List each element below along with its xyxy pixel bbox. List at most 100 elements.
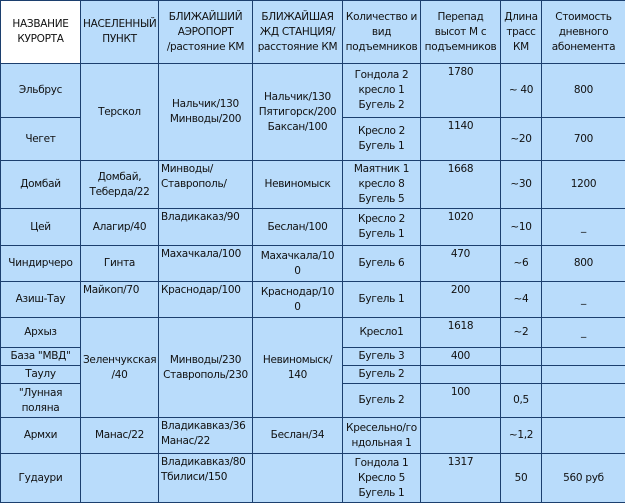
cell-airport: Владикавказ/80 Тбилиси/150 (159, 454, 253, 503)
cell-lifts: Гондола 2 кресло 1 Бугель 2 (343, 64, 421, 118)
cell-town: Майкоп/70 (81, 282, 159, 318)
cell-length: ~10 (501, 209, 542, 246)
cell-town: Терскол (81, 64, 159, 161)
cell-drop: 1780 (421, 64, 501, 118)
cell-price (542, 384, 625, 418)
cell-length: ~20 (501, 118, 542, 161)
cell-length: 0,5 (501, 384, 542, 418)
cell-name: Чиндирчеро (1, 246, 81, 282)
cell-town: Зеленчукская /40 (81, 318, 159, 418)
header-cell: БЛИЖАЙШИЙ АЭРОПОРТ /растояние КМ (159, 1, 253, 64)
cell-length: ~4 (501, 282, 542, 318)
cell-length: 50 (501, 454, 542, 503)
cell-lifts: Бугель 2 (343, 366, 421, 384)
cell-rail: Невиномыск (253, 161, 343, 209)
cell-drop: 1317 (421, 454, 501, 503)
cell-name: Домбай (1, 161, 81, 209)
header-cell: БЛИЖАЙШАЯ ЖД СТАНЦИЯ/ расстояние КМ (253, 1, 343, 64)
cell-town: Манас/22 (81, 418, 159, 454)
header-cell: Перепад высот М с подъемников (421, 1, 501, 64)
cell-length (501, 366, 542, 384)
cell-airport: Минводы/230 Ставрополь/230 (159, 318, 253, 418)
cell-drop: 100 (421, 384, 501, 418)
cell-lifts: Кресло 2 Бугель 1 (343, 209, 421, 246)
cell-lifts: Бугель 1 (343, 282, 421, 318)
cell-length: ~30 (501, 161, 542, 209)
cell-lifts: Кресло1 (343, 318, 421, 348)
cell-town (81, 454, 159, 503)
cell-price (542, 418, 625, 454)
cell-price: 1200 (542, 161, 625, 209)
cell-lifts: Кресельно/го ндольная 1 (343, 418, 421, 454)
cell-airport: Махачкала/100 (159, 246, 253, 282)
cell-length: ~ 40 (501, 64, 542, 118)
cell-price: 700 (542, 118, 625, 161)
cell-lifts: Гондола 1 Кресло 5 Бугель 1 (343, 454, 421, 503)
cell-airport: Краснодар/100 (159, 282, 253, 318)
header-cell: Длина трасс КМ (501, 1, 542, 64)
cell-price: 560 руб (542, 454, 625, 503)
header-cell: Количество и вид подъемников (343, 1, 421, 64)
cell-price (542, 366, 625, 384)
cell-drop (421, 418, 501, 454)
cell-rail: Нальчик/130 Пятигорск/200 Баксан/100 (253, 64, 343, 161)
cell-price: _ (542, 282, 625, 318)
table-row: Гудаури Владикавказ/80 Тбилиси/150 Гондола… (1, 454, 625, 503)
cell-name: Чегет (1, 118, 81, 161)
cell-drop: 1668 (421, 161, 501, 209)
cell-drop: 470 (421, 246, 501, 282)
cell-lifts: Бугель 2 (343, 384, 421, 418)
cell-rail: Беслан/34 (253, 418, 343, 454)
cell-rail: Невиномыск/ 140 (253, 318, 343, 418)
cell-length: ~2 (501, 318, 542, 348)
cell-name: Архыз (1, 318, 81, 348)
cell-rail: Беслан/100 (253, 209, 343, 246)
header-cell: НАСЕЛЕННЫЙ ПУНКТ (81, 1, 159, 64)
cell-length: ~1,2 (501, 418, 542, 454)
cell-price: 800 (542, 64, 625, 118)
cell-lifts: Кресло 2 Бугель 1 (343, 118, 421, 161)
cell-drop: 1140 (421, 118, 501, 161)
cell-town: Алагир/40 (81, 209, 159, 246)
cell-lifts: Бугель 6 (343, 246, 421, 282)
cell-airport: Минводы/ Ставрополь/ (159, 161, 253, 209)
header-cell: Стоимость дневного абонемента (542, 1, 625, 64)
cell-name: Таулу (1, 366, 81, 384)
cell-name: Армхи (1, 418, 81, 454)
cell-town: Домбай, Теберда/22 (81, 161, 159, 209)
cell-drop: 1618 (421, 318, 501, 348)
cell-name: Эльбрус (1, 64, 81, 118)
cell-drop: 400 (421, 348, 501, 366)
cell-name: Цей (1, 209, 81, 246)
cell-town: Гинта (81, 246, 159, 282)
cell-rail: Краснодар/10 0 (253, 282, 343, 318)
cell-name: Азиш-Тау (1, 282, 81, 318)
cell-name: База "МВД" (1, 348, 81, 366)
cell-airport: Нальчик/130 Минводы/200 (159, 64, 253, 161)
cell-length: ~6 (501, 246, 542, 282)
cell-price (542, 348, 625, 366)
cell-name: Гудаури (1, 454, 81, 503)
header-cell: НАЗВАНИЕ КУРОРТА (1, 1, 81, 64)
cell-airport: Владикаказ/90 (159, 209, 253, 246)
cell-drop: 1020 (421, 209, 501, 246)
cell-lifts: Маятник 1 кресло 8 Бугель 5 (343, 161, 421, 209)
cell-price: _ (542, 318, 625, 348)
cell-drop: 200 (421, 282, 501, 318)
cell-price: 800 (542, 246, 625, 282)
header-row: НАЗВАНИЕ КУРОРТА НАСЕЛЕННЫЙ ПУНКТ БЛИЖАЙ… (1, 1, 625, 64)
cell-lifts: Бугель 3 (343, 348, 421, 366)
cell-rail (253, 454, 343, 503)
cell-rail: Махачкала/10 0 (253, 246, 343, 282)
cell-drop (421, 366, 501, 384)
cell-airport: Владикавказ/36 Манас/22 (159, 418, 253, 454)
cell-name: "Лунная поляна (1, 384, 81, 418)
